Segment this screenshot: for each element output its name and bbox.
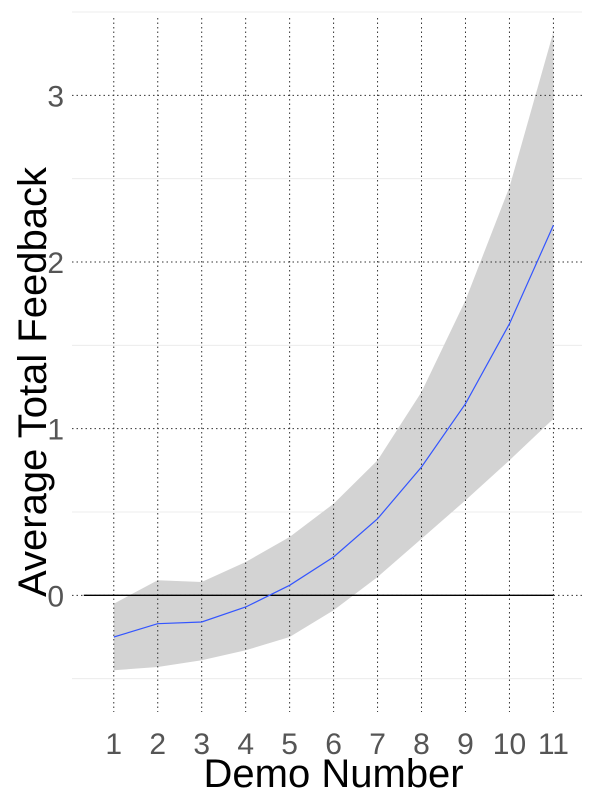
y-tick-label: 3 bbox=[47, 80, 64, 113]
x-tick-label: 9 bbox=[457, 728, 474, 761]
x-axis-title: Demo Number bbox=[204, 752, 464, 796]
confidence-band bbox=[113, 32, 554, 671]
x-tick-label: 5 bbox=[281, 728, 298, 761]
x-tick-label: 7 bbox=[369, 728, 386, 761]
x-tick-label: 1 bbox=[105, 728, 122, 761]
series-line bbox=[113, 225, 554, 638]
minor-gridlines bbox=[72, 11, 582, 680]
major-gridlines bbox=[72, 18, 582, 712]
x-tick-labels: 1 2 3 4 5 6 7 8 9 10 11 bbox=[105, 728, 569, 761]
y-tick-label: 2 bbox=[47, 247, 64, 280]
x-tick-label: 2 bbox=[149, 728, 166, 761]
confidence-band-group bbox=[113, 32, 554, 671]
x-tick-label: 11 bbox=[538, 728, 569, 761]
y-tick-label: 0 bbox=[47, 580, 64, 613]
x-tick-label: 8 bbox=[413, 728, 430, 761]
y-tick-labels: 0 1 2 3 bbox=[47, 80, 64, 613]
y-axis-title: Average Total Feedback bbox=[11, 166, 55, 597]
x-tick-label: 10 bbox=[493, 728, 526, 761]
x-tick-label: 6 bbox=[325, 728, 342, 761]
x-tick-label: 3 bbox=[193, 728, 210, 761]
x-tick-label: 4 bbox=[237, 728, 254, 761]
series-line-group bbox=[113, 225, 554, 638]
y-tick-label: 1 bbox=[47, 414, 64, 447]
